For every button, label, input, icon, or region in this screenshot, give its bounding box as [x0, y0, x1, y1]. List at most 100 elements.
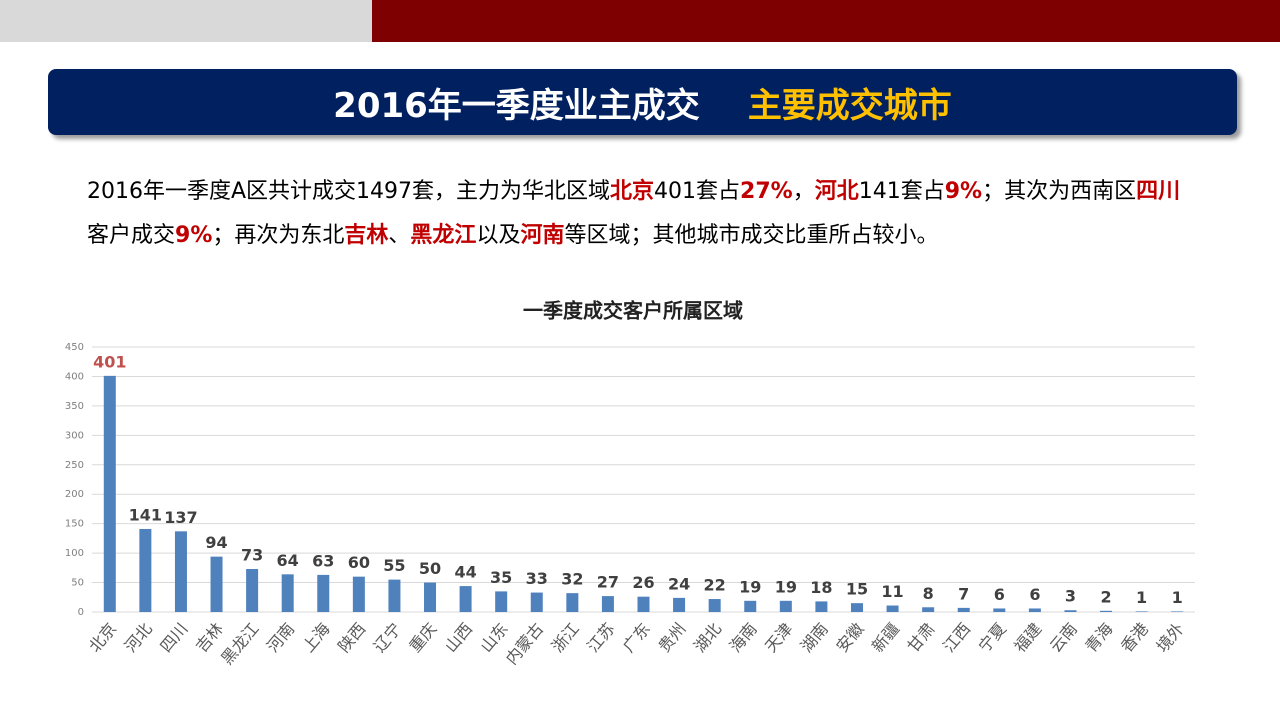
- summary: 2016年一季度A区共计成交1497套，主力为华北区域北京401套占27%，河北…: [87, 170, 1187, 258]
- x-tick-label: 海南: [726, 619, 761, 656]
- x-tick-label: 黑龙江: [217, 619, 262, 668]
- bar: [139, 528, 152, 612]
- bar: [744, 600, 757, 612]
- x-tick-label: 天津: [761, 619, 796, 656]
- x-tick-label: 香港: [1117, 619, 1152, 656]
- bar: [637, 596, 650, 612]
- x-tick-label: 青海: [1081, 619, 1116, 656]
- y-tick-label: 0: [78, 607, 84, 618]
- x-tick-label: 陕西: [334, 619, 369, 656]
- title: 2016年一季度业主成交: [333, 85, 700, 126]
- data-label: 35: [490, 568, 512, 587]
- x-tick-label: 境外: [1153, 619, 1188, 656]
- y-tick-label: 150: [65, 519, 84, 530]
- bar: [246, 569, 259, 612]
- bar: [708, 599, 721, 612]
- x-tick-label: 河南: [263, 619, 298, 656]
- chart-title: 一季度成交客户所属区域: [523, 299, 743, 323]
- highlight-text: 河北: [814, 179, 859, 204]
- y-tick-label: 450: [65, 342, 84, 353]
- y-tick-label: 100: [65, 548, 84, 559]
- bar: [1064, 610, 1077, 612]
- x-tick-label: 江西: [939, 619, 974, 656]
- subtitle: 主要成交城市: [747, 85, 952, 126]
- y-tick-label: 300: [65, 430, 84, 441]
- data-label: 1: [1136, 588, 1147, 607]
- bar: [566, 593, 579, 612]
- text: 141套占: [858, 179, 945, 204]
- x-tick-label: 河北: [121, 619, 156, 656]
- y-tick-label: 50: [71, 578, 84, 589]
- highlight-text: 吉林: [344, 223, 389, 248]
- bar: [1171, 611, 1184, 612]
- data-label: 15: [846, 580, 868, 599]
- x-tick-label: 北京: [85, 619, 120, 656]
- data-label: 18: [810, 578, 832, 597]
- data-label: 19: [739, 577, 761, 596]
- bar: [993, 608, 1006, 612]
- bar: [673, 597, 686, 612]
- text: 等区域；其他城市成交比重所占较小。: [564, 223, 939, 248]
- text: 客户成交: [87, 223, 176, 248]
- x-tick-label: 江苏: [583, 619, 618, 656]
- highlight-text: 9%: [175, 223, 213, 248]
- data-label: 6: [994, 585, 1005, 604]
- data-label: 7: [958, 584, 969, 603]
- highlight-text: 北京: [610, 179, 655, 204]
- x-tick-label: 四川: [156, 619, 191, 656]
- x-tick-label: 浙江: [548, 619, 583, 656]
- bar: [1135, 611, 1148, 612]
- data-label: 55: [383, 556, 405, 575]
- data-label: 401: [93, 352, 126, 371]
- highlight-text: 9%: [944, 179, 983, 204]
- x-tick-label: 安徽: [832, 619, 867, 656]
- text: 、: [388, 223, 411, 248]
- data-label: 63: [312, 551, 334, 570]
- data-label: 94: [205, 533, 227, 552]
- y-tick-label: 350: [65, 401, 84, 412]
- x-tick-label: 内蒙古: [502, 619, 547, 668]
- data-label: 73: [241, 546, 263, 565]
- y-tick-label: 200: [65, 489, 84, 500]
- data-label: 50: [419, 559, 441, 578]
- bar: [388, 579, 401, 612]
- x-tick-label: 重庆: [405, 619, 440, 656]
- x-tick-label: 山西: [441, 619, 476, 656]
- top-band: [372, 0, 1280, 42]
- x-tick-label: 辽宁: [370, 619, 405, 656]
- data-label: 27: [597, 573, 619, 592]
- x-tick-label: 宁夏: [975, 619, 1010, 656]
- bar: [1028, 608, 1041, 612]
- x-tick-label: 甘肃: [904, 619, 939, 656]
- bar: [530, 592, 543, 612]
- data-label: 26: [632, 573, 654, 592]
- text: 2016年一季度A区共计成交1497套，主力为华北区域: [87, 179, 611, 204]
- x-tick-label: 广东: [619, 619, 654, 656]
- title-banner: 2016年一季度业主成交 主要成交城市: [48, 69, 1237, 135]
- top-band: [0, 0, 372, 42]
- data-label: 44: [454, 563, 476, 582]
- bar: [495, 591, 508, 612]
- bar: [815, 601, 828, 612]
- data-label: 6: [1029, 585, 1040, 604]
- data-label: 137: [164, 508, 197, 527]
- data-label: 11: [881, 582, 903, 601]
- highlight-text: 黑龙江: [410, 223, 477, 248]
- text: 401套占: [654, 179, 741, 204]
- x-tick-label: 云南: [1046, 619, 1081, 656]
- highlight-text: 四川: [1136, 179, 1181, 204]
- x-tick-label: 新疆: [868, 619, 903, 656]
- data-label: 60: [348, 553, 370, 572]
- data-label: 24: [668, 574, 690, 593]
- bar: [210, 556, 223, 612]
- bar: [352, 576, 365, 612]
- data-label: 22: [704, 576, 726, 595]
- text: ；其次为西南区: [982, 179, 1137, 204]
- data-label: 64: [277, 551, 299, 570]
- highlight-text: 河南: [520, 223, 565, 248]
- x-tick-label: 贵州: [654, 619, 689, 656]
- data-label: 3: [1065, 587, 1076, 606]
- x-tick-label: 湖北: [690, 619, 725, 656]
